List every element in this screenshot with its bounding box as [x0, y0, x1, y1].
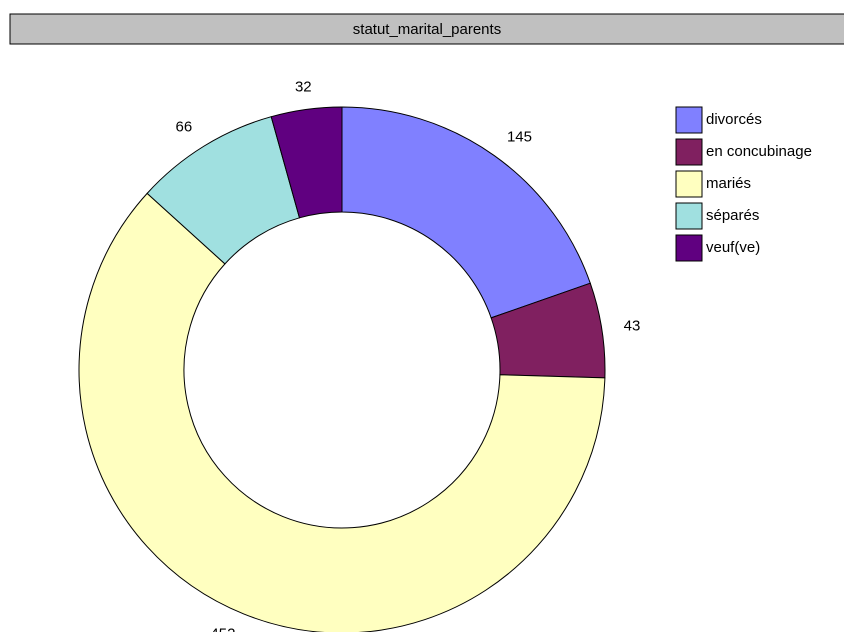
- legend-label: veuf(ve): [706, 239, 760, 256]
- donut-slice: [341, 106, 591, 319]
- data-label: 145: [507, 129, 532, 146]
- legend-label: séparés: [706, 207, 759, 224]
- legend-label: divorcés: [706, 111, 762, 128]
- title-bar: [9, 13, 844, 45]
- legend-label: mariés: [706, 175, 751, 192]
- legend-swatch: [675, 170, 703, 198]
- legend-swatch: [675, 202, 703, 230]
- data-label: 32: [295, 79, 312, 96]
- chart-title: statut_marital_parents: [353, 21, 501, 38]
- legend-swatch: [675, 234, 703, 262]
- legend-label: en concubinage: [706, 143, 812, 160]
- donut-slice: [78, 192, 606, 632]
- legend-swatch: [675, 106, 703, 134]
- data-label: 66: [176, 119, 193, 136]
- legend-swatch: [675, 138, 703, 166]
- donut-slice: [270, 106, 343, 219]
- data-label: 452: [210, 625, 235, 632]
- data-label: 43: [624, 317, 641, 334]
